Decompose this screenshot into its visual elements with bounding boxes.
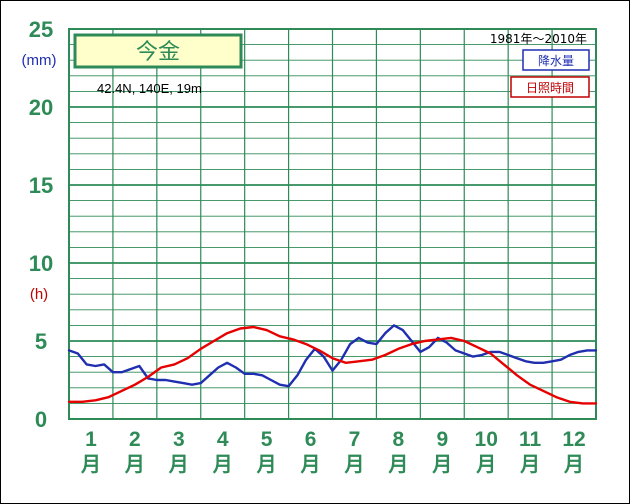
- x-tick-month-kanji: 月: [387, 452, 408, 476]
- x-tick-month-number: 9: [436, 428, 448, 451]
- precipitation-line: [67, 324, 598, 388]
- sunshine-line: [67, 325, 598, 405]
- chart-grid: [68, 28, 597, 420]
- y-tick-label: 10: [29, 251, 53, 276]
- x-tick-month-kanji: 月: [300, 452, 321, 476]
- station-coordinates: 42.4N, 140E, 19m: [97, 81, 202, 96]
- y-unit-sunshine: (h): [30, 286, 48, 303]
- period-label: 1981年〜2010年: [490, 32, 587, 46]
- x-tick-month-number: 2: [129, 428, 141, 451]
- x-tick-month-number: 6: [305, 428, 317, 451]
- x-tick-month-number: 8: [393, 428, 405, 451]
- x-tick-month-kanji: 月: [212, 452, 233, 476]
- legend-precip-label: 降水量: [538, 54, 574, 68]
- x-tick-month-number: 10: [475, 428, 498, 451]
- x-tick-month-number: 5: [261, 428, 273, 451]
- y-tick-label: 20: [29, 95, 53, 120]
- y-tick-label: 25: [29, 17, 53, 42]
- x-tick-month-number: 11: [519, 428, 542, 451]
- x-tick-month-kanji: 月: [475, 452, 496, 476]
- station-name-box: [73, 33, 243, 69]
- x-tick-month-kanji: 月: [343, 452, 364, 476]
- y-tick-label: 5: [35, 329, 47, 354]
- x-tick-month-number: 12: [562, 428, 585, 451]
- x-tick-month-number: 4: [217, 428, 229, 451]
- x-tick-month-kanji: 月: [256, 452, 277, 476]
- x-tick-month-number: 1: [85, 428, 97, 451]
- x-tick-month-kanji: 月: [519, 452, 540, 476]
- x-tick-month-kanji: 月: [168, 452, 189, 476]
- x-tick-month-kanji: 月: [80, 452, 101, 476]
- series-layer: [67, 324, 598, 405]
- legend-sun-label: 日照時間: [526, 81, 574, 95]
- x-tick-month-kanji: 月: [431, 452, 452, 476]
- legend: 降水量 日照時間: [510, 49, 590, 98]
- y-tick-label: 0: [35, 407, 47, 432]
- legend-precip-box: [522, 49, 590, 71]
- x-tick-month-kanji: 月: [124, 452, 145, 476]
- y-unit-precipitation: (mm): [22, 52, 57, 69]
- x-tick-month-number: 7: [349, 428, 361, 451]
- x-tick-month-kanji: 月: [563, 452, 584, 476]
- station-name: 今金: [136, 40, 180, 65]
- legend-sun-box: [510, 76, 590, 98]
- y-tick-label: 15: [29, 173, 53, 198]
- x-tick-month-number: 3: [173, 428, 185, 451]
